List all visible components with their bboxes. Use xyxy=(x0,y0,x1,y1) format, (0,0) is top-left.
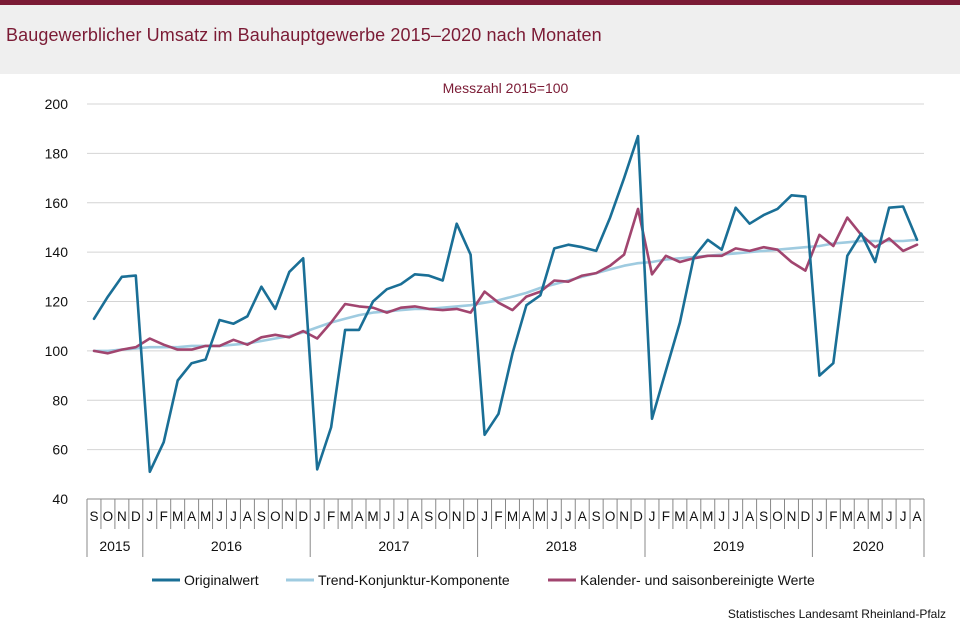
y-tick-label-180: 180 xyxy=(45,145,69,161)
y-tick-label-160: 160 xyxy=(45,195,69,211)
month-label-12: S xyxy=(257,509,266,524)
month-label-57: J xyxy=(886,509,893,524)
month-label-11: A xyxy=(243,509,252,524)
month-label-53: F xyxy=(829,509,837,524)
month-label-40: J xyxy=(649,509,656,524)
month-label-29: F xyxy=(494,509,502,524)
year-label-2019: 2019 xyxy=(713,538,744,554)
month-label-33: J xyxy=(551,509,558,524)
month-label-46: J xyxy=(732,509,739,524)
month-label-21: J xyxy=(384,509,391,524)
month-label-20: M xyxy=(367,509,378,524)
month-label-34: J xyxy=(565,509,572,524)
month-label-59: A xyxy=(913,509,922,524)
month-label-45: J xyxy=(718,509,725,524)
year-label-2016: 2016 xyxy=(211,538,242,554)
y-tick-label-100: 100 xyxy=(45,343,69,359)
chart-panel: Messzahl 2015=100 40 60 80 100 120 140 160 180 20… xyxy=(0,74,960,631)
month-label-0: S xyxy=(89,509,98,524)
legend-label-2: Kalender- und saisonbereinigte Werte xyxy=(580,572,815,588)
month-label-56: M xyxy=(870,509,881,524)
year-label-2017: 2017 xyxy=(378,538,409,554)
month-label-35: A xyxy=(578,509,587,524)
y-tick-label-120: 120 xyxy=(45,294,69,310)
month-label-17: F xyxy=(327,509,335,524)
month-label-31: A xyxy=(522,509,531,524)
month-label-22: J xyxy=(398,509,405,524)
chart-subtitle: Messzahl 2015=100 xyxy=(443,80,569,96)
month-label-48: S xyxy=(759,509,768,524)
month-label-6: M xyxy=(172,509,183,524)
month-label-42: M xyxy=(674,509,685,524)
month-label-2: N xyxy=(117,509,127,524)
month-label-43: A xyxy=(689,509,698,524)
month-label-3: D xyxy=(131,509,141,524)
series-line-2 xyxy=(92,207,919,355)
chart-title: Baugewerblicher Umsatz im Bauhauptgewerb… xyxy=(6,25,602,45)
month-label-36: S xyxy=(592,509,601,524)
month-label-52: J xyxy=(816,509,823,524)
month-label-37: O xyxy=(605,509,616,524)
month-label-47: A xyxy=(745,509,754,524)
month-label-27: D xyxy=(466,509,476,524)
y-tick-label-140: 140 xyxy=(45,244,69,260)
month-label-19: A xyxy=(355,509,364,524)
page-header: Baugewerblicher Umsatz im Bauhauptgewerb… xyxy=(0,5,960,67)
month-label-10: J xyxy=(230,509,237,524)
month-label-50: N xyxy=(787,509,797,524)
month-label-38: N xyxy=(619,509,629,524)
month-label-55: A xyxy=(857,509,866,524)
line-chart: Messzahl 2015=100 40 60 80 100 120 140 160 180 20… xyxy=(45,80,925,588)
month-label-51: D xyxy=(801,509,811,524)
legend-label-1: Trend-Konjunktur-Komponente xyxy=(318,572,510,588)
legend-label-0: Originalwert xyxy=(184,572,259,588)
series-line-0 xyxy=(92,134,919,474)
month-label-26: N xyxy=(452,509,462,524)
year-label-2020: 2020 xyxy=(853,538,884,554)
month-label-49: O xyxy=(772,509,783,524)
month-label-15: D xyxy=(298,509,308,524)
month-label-4: J xyxy=(146,509,153,524)
month-label-18: M xyxy=(339,509,350,524)
month-label-13: O xyxy=(270,509,281,524)
month-label-32: M xyxy=(535,509,546,524)
top-accent-rule xyxy=(0,0,960,5)
month-label-24: S xyxy=(424,509,433,524)
y-tick-label-60: 60 xyxy=(52,442,68,458)
month-label-44: M xyxy=(702,509,713,524)
month-label-30: M xyxy=(507,509,518,524)
month-label-16: J xyxy=(314,509,321,524)
y-tick-label-80: 80 xyxy=(52,392,68,408)
source-note: Statistisches Landesamt Rheinland-Pfalz xyxy=(727,607,946,621)
year-label-2018: 2018 xyxy=(546,538,577,554)
month-label-54: M xyxy=(842,509,853,524)
month-label-9: J xyxy=(216,509,223,524)
month-label-41: F xyxy=(662,509,670,524)
month-label-28: J xyxy=(481,509,488,524)
year-label-2015: 2015 xyxy=(99,538,130,554)
month-label-7: A xyxy=(187,509,196,524)
month-label-1: O xyxy=(103,509,114,524)
series-line-1 xyxy=(92,238,919,353)
y-tick-label-200: 200 xyxy=(45,96,69,112)
month-label-14: N xyxy=(284,509,294,524)
y-tick-label-40: 40 xyxy=(52,491,68,507)
month-label-39: D xyxy=(633,509,643,524)
month-label-23: A xyxy=(410,509,419,524)
month-label-25: O xyxy=(437,509,448,524)
month-label-58: J xyxy=(900,509,907,524)
month-label-8: M xyxy=(200,509,211,524)
month-label-5: F xyxy=(160,509,168,524)
